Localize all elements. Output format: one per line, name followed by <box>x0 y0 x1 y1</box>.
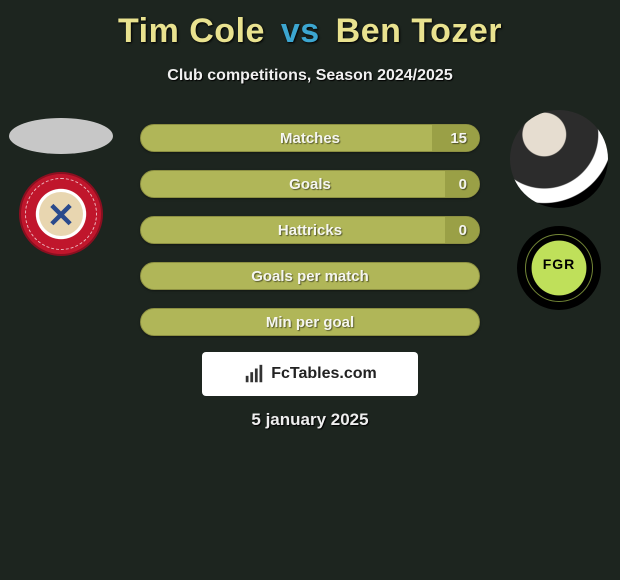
watermark: FcTables.com <box>202 352 418 396</box>
stat-row-goals: Goals 0 <box>140 170 480 198</box>
player1-club-badge <box>19 172 103 256</box>
left-player-column <box>6 110 116 256</box>
comparison-date: 5 january 2025 <box>0 410 620 430</box>
bar-chart-icon <box>243 363 265 385</box>
comparison-title: Tim Cole vs Ben Tozer <box>0 0 620 51</box>
stat-right-value: 15 <box>450 130 467 147</box>
stat-label: Hattricks <box>278 222 342 239</box>
stat-label: Min per goal <box>266 314 354 331</box>
vs-label: vs <box>281 12 320 50</box>
player2-photo <box>510 110 608 208</box>
player2-club-badge <box>517 226 601 310</box>
right-player-column <box>504 110 614 310</box>
stat-label: Matches <box>280 130 340 147</box>
stat-row-matches: Matches 15 <box>140 124 480 152</box>
player1-name: Tim Cole <box>118 12 265 50</box>
stat-row-min-per-goal: Min per goal <box>140 308 480 336</box>
stat-row-goals-per-match: Goals per match <box>140 262 480 290</box>
subtitle: Club competitions, Season 2024/2025 <box>0 67 620 85</box>
stat-row-hattricks: Hattricks 0 <box>140 216 480 244</box>
stat-right-value: 0 <box>459 222 467 239</box>
player2-name: Ben Tozer <box>336 12 502 50</box>
player1-photo <box>9 118 113 154</box>
stat-label: Goals <box>289 176 331 193</box>
stat-label: Goals per match <box>251 268 369 285</box>
stat-right-value: 0 <box>459 176 467 193</box>
comparison-content: Matches 15 Goals 0 Hattricks 0 Goals per… <box>0 110 620 360</box>
watermark-text: FcTables.com <box>271 365 377 383</box>
stat-bars: Matches 15 Goals 0 Hattricks 0 Goals per… <box>140 124 480 336</box>
